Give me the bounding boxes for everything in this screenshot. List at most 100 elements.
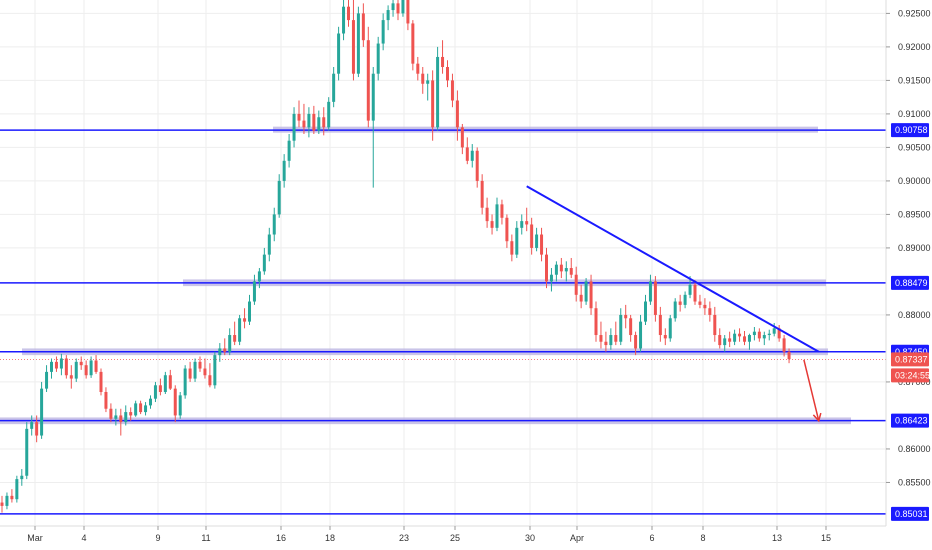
candle[interactable] (673, 298, 677, 322)
candle[interactable] (366, 26, 370, 128)
candle[interactable] (436, 46, 440, 131)
candle[interactable] (198, 356, 202, 372)
candle[interactable] (386, 5, 390, 31)
candle[interactable] (84, 360, 88, 379)
candle[interactable] (624, 304, 628, 329)
candle[interactable] (119, 408, 123, 436)
candle[interactable] (634, 331, 638, 356)
candle[interactable] (312, 105, 316, 135)
candle[interactable] (302, 103, 306, 135)
candle[interactable] (416, 56, 420, 81)
candle[interactable] (718, 328, 722, 349)
candle[interactable] (450, 73, 454, 108)
candle[interactable] (500, 199, 504, 225)
candle[interactable] (579, 284, 583, 309)
candle[interactable] (658, 306, 662, 342)
candle[interactable] (733, 329, 737, 346)
candle[interactable] (25, 422, 29, 480)
candle[interactable] (267, 227, 271, 262)
candle[interactable] (376, 36, 380, 81)
candle[interactable] (79, 356, 83, 370)
candle[interactable] (203, 358, 207, 379)
candle[interactable] (307, 107, 311, 138)
candle[interactable] (564, 261, 568, 282)
candle[interactable] (653, 276, 657, 322)
candle[interactable] (609, 328, 613, 350)
candle[interactable] (262, 247, 266, 275)
candle[interactable] (282, 154, 286, 188)
candle[interactable] (683, 291, 687, 309)
candle[interactable] (30, 415, 34, 436)
candle[interactable] (248, 294, 251, 325)
candle[interactable] (134, 400, 138, 417)
candle[interactable] (213, 351, 217, 389)
candle[interactable] (252, 274, 256, 305)
price-axis[interactable]: 0.92500 0.92000 0.91500 0.91000 0.90500 0.900… (886, 8, 931, 521)
candle[interactable] (639, 314, 643, 352)
candle[interactable] (693, 280, 697, 305)
candle[interactable] (297, 100, 301, 128)
candle[interactable] (361, 3, 365, 47)
candle[interactable] (644, 294, 647, 325)
candle[interactable] (747, 333, 751, 350)
candle[interactable] (505, 214, 509, 248)
candle[interactable] (173, 385, 177, 423)
candle[interactable] (574, 266, 578, 302)
candle[interactable] (74, 358, 78, 382)
candle[interactable] (332, 67, 336, 108)
candle[interactable] (738, 328, 742, 342)
candle[interactable] (277, 174, 281, 218)
candle[interactable] (490, 214, 494, 235)
candle[interactable] (317, 110, 321, 135)
candle[interactable] (104, 387, 108, 413)
candle[interactable] (401, 0, 405, 17)
candle[interactable] (257, 268, 261, 289)
candle[interactable] (59, 353, 63, 376)
candle[interactable] (0, 495, 4, 513)
candle[interactable] (223, 338, 227, 356)
candle[interactable] (94, 355, 98, 374)
candle[interactable] (109, 403, 113, 423)
candle[interactable] (178, 391, 182, 419)
candle[interactable] (594, 301, 598, 342)
candle[interactable] (668, 314, 672, 342)
candle[interactable] (530, 217, 534, 255)
candle[interactable] (50, 358, 53, 379)
candle[interactable] (99, 368, 103, 396)
candle[interactable] (391, 0, 395, 17)
candle[interactable] (15, 475, 19, 503)
candle[interactable] (5, 492, 9, 510)
candle[interactable] (139, 400, 143, 415)
candle[interactable] (10, 489, 14, 503)
candle[interactable] (20, 469, 24, 486)
candle[interactable] (599, 321, 603, 349)
candle[interactable] (168, 369, 172, 390)
candle[interactable] (114, 408, 118, 426)
candle[interactable] (431, 70, 435, 141)
candle[interactable] (193, 358, 197, 382)
candle[interactable] (743, 331, 746, 346)
candle[interactable] (549, 268, 553, 292)
candle[interactable] (188, 361, 192, 382)
candle[interactable] (584, 278, 588, 305)
candle[interactable] (35, 415, 39, 443)
candle[interactable] (510, 234, 514, 262)
candle[interactable] (485, 197, 489, 228)
candle[interactable] (426, 73, 430, 101)
candle[interactable] (64, 355, 68, 379)
candle[interactable] (233, 321, 237, 346)
candle[interactable] (421, 67, 425, 94)
candle[interactable] (782, 335, 786, 357)
candle[interactable] (371, 67, 375, 188)
candle[interactable] (787, 348, 791, 364)
candle[interactable] (678, 294, 682, 312)
candle[interactable] (545, 247, 548, 289)
candle[interactable] (619, 308, 623, 346)
candle[interactable] (525, 207, 529, 232)
candle[interactable] (129, 407, 133, 421)
candle[interactable] (342, 0, 346, 41)
candle[interactable] (614, 321, 618, 346)
candle[interactable] (327, 97, 331, 131)
candle[interactable] (757, 328, 761, 342)
